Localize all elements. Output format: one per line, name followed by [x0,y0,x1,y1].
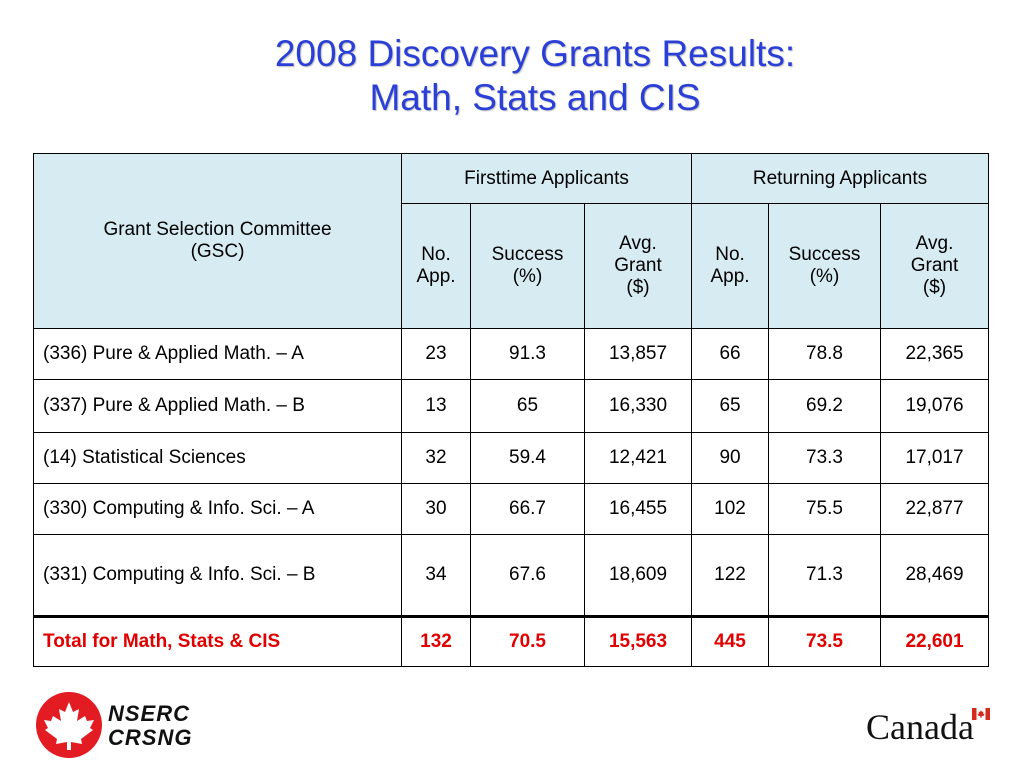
committee-cell: (337) Pure & Applied Math. – B [33,379,402,433]
returning-no-app-cell: 66 [691,328,770,380]
firsttime-group-header: Firsttime Applicants [400,153,693,204]
table-row: (337) Pure & Applied Math. – B 13 65 16,… [33,379,990,433]
returning-no-app-cell: 90 [691,432,770,484]
firsttime-avg-grant-cell: 16,330 [583,379,693,433]
total-firsttime-no-app-cell: 132 [401,615,471,667]
nserc-wordmark: NSERC CRSNG [108,702,192,750]
returning-avg-grant-cell: 28,469 [880,534,990,617]
firsttime-no-app-header: No. App. [401,203,471,329]
nserc-line-1: NSERC [108,701,191,726]
results-table: Grant Selection Committee (GSC) Firsttim… [33,153,990,667]
returning-success-cell: 73.3 [768,432,882,484]
table-row: (330) Computing & Info. Sci. – A 30 66.7… [33,483,990,535]
canada-flag-icon [972,708,990,720]
canada-wordmark: Canada [866,706,996,750]
firsttime-no-app-cell: 30 [401,483,471,535]
returning-avg-grant-header: Avg. Grant ($) [880,203,990,329]
firsttime-avg-grant-cell: 18,609 [583,534,693,617]
firsttime-avg-grant-cell: 13,857 [583,328,693,380]
returning-avg-grant-cell: 22,365 [880,328,990,380]
firsttime-no-app-cell: 34 [401,534,471,617]
returning-avg-grant-cell: 22,877 [880,483,990,535]
title-line-1: 2008 Discovery Grants Results: [274,33,796,74]
nserc-line-2: CRSNG [108,725,193,750]
returning-avg-grant-cell: 17,017 [880,432,990,484]
firsttime-no-app-cell: 32 [401,432,471,484]
firsttime-success-cell: 66.7 [470,483,585,535]
firsttime-success-cell: 59.4 [470,432,585,484]
firsttime-success-cell: 67.6 [470,534,585,617]
returning-no-app-cell: 65 [691,379,770,433]
firsttime-avg-grant-cell: 16,455 [583,483,693,535]
firsttime-avg-grant-header: Avg. Grant ($) [583,203,693,329]
firsttime-success-cell: 91.3 [470,328,585,380]
firsttime-no-app-cell: 23 [401,328,471,380]
total-returning-success-cell: 73.5 [768,615,882,667]
firsttime-no-app-cell: 13 [401,379,471,433]
total-firsttime-success-cell: 70.5 [470,615,585,667]
returning-no-app-header: No. App. [691,203,770,329]
total-label-cell: Total for Math, Stats & CIS [33,615,402,667]
total-returning-no-app-cell: 445 [691,615,770,667]
returning-avg-grant-cell: 19,076 [880,379,990,433]
title-line-2: Math, Stats and CIS [369,77,701,118]
committee-cell: (14) Statistical Sciences [33,432,402,484]
returning-success-cell: 78.8 [768,328,882,380]
table-row: (14) Statistical Sciences 32 59.4 12,421… [33,432,990,484]
table-row: (336) Pure & Applied Math. – A 23 91.3 1… [33,328,990,380]
returning-success-header: Success (%) [768,203,882,329]
returning-no-app-cell: 122 [691,534,770,617]
canada-text: Canada [866,707,974,747]
committee-cell: (331) Computing & Info. Sci. – B [33,534,402,617]
committee-cell: (330) Computing & Info. Sci. – A [33,483,402,535]
committee-header: Grant Selection Committee (GSC) [33,153,402,329]
returning-success-cell: 69.2 [768,379,882,433]
returning-no-app-cell: 102 [691,483,770,535]
returning-group-header: Returning Applicants [691,153,990,204]
total-row: Total for Math, Stats & CIS 132 70.5 15,… [33,615,990,667]
table-row: (331) Computing & Info. Sci. – B 34 67.6… [33,534,990,617]
nserc-logo: NSERC CRSNG [36,692,216,758]
returning-success-cell: 71.3 [768,534,882,617]
total-firsttime-avg-grant-cell: 15,563 [583,615,693,667]
returning-success-cell: 75.5 [768,483,882,535]
firsttime-avg-grant-cell: 12,421 [583,432,693,484]
firsttime-success-cell: 65 [470,379,585,433]
maple-leaf-icon [36,692,102,758]
firsttime-success-header: Success (%) [470,203,585,329]
committee-cell: (336) Pure & Applied Math. – A [33,328,402,380]
page-title: 2008 Discovery Grants Results: Math, Sta… [0,32,1024,120]
total-returning-avg-grant-cell: 22,601 [880,615,990,667]
